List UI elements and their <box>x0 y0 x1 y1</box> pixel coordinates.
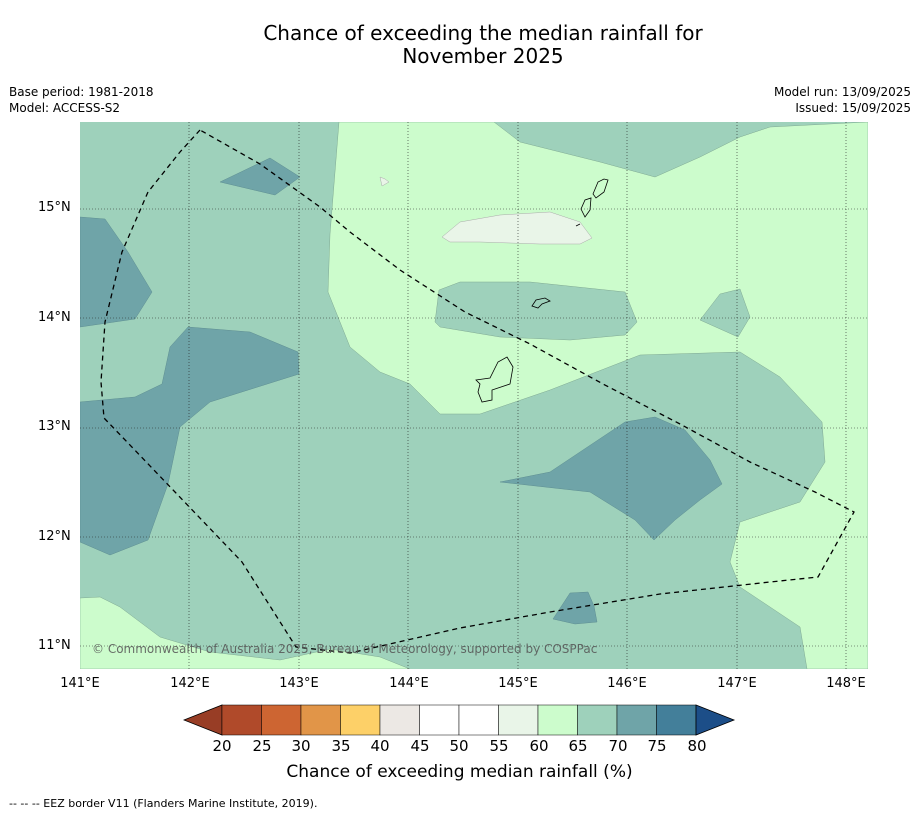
island-outlines <box>475 178 609 403</box>
model-name: Model: ACCESS-S2 <box>9 101 121 115</box>
colorbar-under-arrow <box>183 704 223 736</box>
cbar-label-20: 20 <box>212 737 232 755</box>
colorbar-over-arrow <box>695 704 736 736</box>
colorbar-segment-50-55 <box>458 704 499 736</box>
island-saipan <box>592 178 609 199</box>
gridlines <box>80 122 868 669</box>
cbar-label-35: 35 <box>331 737 351 755</box>
map-region-70-75-north <box>219 157 301 196</box>
meta-left: Base period: 1981-2018 Model: ACCESS-S2 <box>9 84 154 116</box>
cbar-label-30: 30 <box>291 737 311 755</box>
eez-border <box>100 129 855 654</box>
map-region-65-70-island-band <box>434 281 638 341</box>
rainfall-map: © Commonwealth of Australia 2025, Bureau… <box>80 122 868 669</box>
map-region-55-60 <box>441 211 593 245</box>
x-tick-143e: 143°E <box>279 676 319 691</box>
issued-date: Issued: 15/09/2025 <box>795 101 911 115</box>
map-region-60-65-central <box>327 122 868 669</box>
x-tick-145e: 145°E <box>498 676 538 691</box>
colorbar <box>183 704 736 736</box>
island-rota <box>531 297 551 309</box>
cbar-label-25: 25 <box>252 737 272 755</box>
cbar-label-65: 65 <box>568 737 588 755</box>
cbar-label-70: 70 <box>608 737 628 755</box>
y-tick-13n: 13°N <box>38 419 71 434</box>
title-line-2: November 2025 <box>402 44 564 68</box>
map-region-70-75-west <box>80 216 153 328</box>
island-aguijan <box>575 223 581 227</box>
title-line-1: Chance of exceeding the median rainfall … <box>263 21 703 45</box>
y-tick-11n: 11°N <box>38 638 71 653</box>
eez-footnote: -- -- -- EEZ border V11 (Flanders Marine… <box>9 797 318 810</box>
colorbar-segment-65-70 <box>577 704 618 736</box>
y-tick-12n: 12°N <box>38 529 71 544</box>
cbar-label-55: 55 <box>489 737 509 755</box>
colorbar-segment-35-40 <box>340 704 381 736</box>
island-tinian <box>580 197 592 218</box>
cbar-label-45: 45 <box>410 737 430 755</box>
x-tick-141e: 141°E <box>60 676 100 691</box>
colorbar-segment-25-30 <box>261 704 302 736</box>
colorbar-segment-30-35 <box>300 704 341 736</box>
colorbar-segment-60-65 <box>537 704 578 736</box>
cbar-label-60: 60 <box>529 737 549 755</box>
y-tick-15n: 15°N <box>38 200 71 215</box>
map-region-65-70-east-patch <box>699 288 751 338</box>
base-period: Base period: 1981-2018 <box>9 85 154 99</box>
cbar-label-75: 75 <box>647 737 667 755</box>
chart-title: Chance of exceeding the median rainfall … <box>0 22 919 68</box>
colorbar-segment-45-50 <box>419 704 460 736</box>
map-region-70-75-south <box>552 591 598 625</box>
x-tick-144e: 144°E <box>389 676 429 691</box>
colorbar-segment-70-75 <box>616 704 657 736</box>
colorbar-segment-55-60 <box>498 704 539 736</box>
colorbar-segment-20-25 <box>221 704 262 736</box>
cbar-label-50: 50 <box>449 737 469 755</box>
meta-right: Model run: 13/09/2025 Issued: 15/09/2025 <box>774 84 911 116</box>
cbar-label-80: 80 <box>687 737 707 755</box>
colorbar-segment-75-80 <box>656 704 697 736</box>
cbar-label-40: 40 <box>370 737 390 755</box>
model-run: Model run: 13/09/2025 <box>773 85 911 99</box>
x-tick-142e: 142°E <box>170 676 210 691</box>
x-tick-147e: 147°E <box>717 676 757 691</box>
x-tick-146e: 146°E <box>607 676 647 691</box>
copyright-text: © Commonwealth of Australia 2025, Bureau… <box>92 642 597 656</box>
colorbar-title: Chance of exceeding median rainfall (%) <box>286 762 633 782</box>
map-region-60-65-southwest <box>80 596 411 669</box>
island-guam <box>475 356 514 403</box>
map-region-55-60-speck <box>379 176 390 187</box>
y-tick-14n: 14°N <box>38 310 71 325</box>
map-region-70-75-east <box>499 416 723 541</box>
x-tick-148e: 148°E <box>826 676 866 691</box>
colorbar-segment-40-45 <box>379 704 420 736</box>
